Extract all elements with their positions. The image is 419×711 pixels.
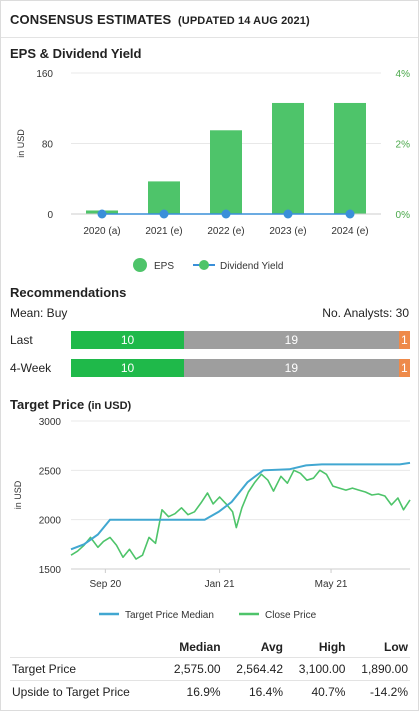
eps-bar [334,102,366,214]
x-tick-label: May 21 [315,579,348,590]
table-cell: 40.7% [285,680,348,703]
dividend-yield-point [345,209,355,219]
table-header [10,637,160,658]
eps-bar [272,102,304,214]
y-tick-label: 3000 [39,417,62,428]
legend-dividend-marker [199,260,209,270]
target-median-line [70,461,411,551]
y-tick-label: 80 [42,140,54,151]
target-price-chart: 1500 2000 2500 3000 in USD Sep 20 Jan 21 May 21… [13,417,411,621]
x-tick-label: 2022 (e) [207,226,244,237]
dividend-yield-point [159,209,169,219]
rec-bar-last: 10 19 1 [71,331,410,349]
y2-tick-label: 2% [396,140,411,151]
legend-eps-marker [133,258,147,272]
close-price-line [70,469,411,560]
eps-dividend-chart: 0 80 160 0% 2% 4% in USD 2020 (a) 2021 (e) 2022 (… [16,69,411,272]
dividend-yield-point [221,209,231,219]
y-tick-label: 1500 [39,565,62,576]
x-tick-label: 2021 (e) [145,226,182,237]
panel-header: CONSENSUS ESTIMATES (UPDATED 14 AUG 2021… [1,1,418,38]
buy-segment: 10 [71,331,184,349]
x-tick-label: Jan 21 [205,579,235,590]
x-tick-label: 2023 (e) [269,226,306,237]
buy-segment: 10 [71,359,184,377]
dividend-yield-point [97,209,107,219]
table-header: Low [384,640,408,654]
table-header-row: Median Avg High Low [10,637,410,658]
table-header: Avg [260,640,284,654]
row-label: Target Price [10,657,161,681]
rec-row-label-last: Last [10,333,33,347]
table-cell: 2,564.42 [222,657,286,681]
table-row: Target Price 2,575.00 2,564.42 3,100.00 … [10,657,410,681]
y2-tick-label: 4% [396,69,411,80]
eps-bar [210,130,242,214]
dividend-yield-point [283,209,293,219]
table-cell: 16.4% [222,680,286,703]
hold-segment: 19 [184,331,399,349]
y2-tick-label: 0% [396,210,411,221]
row-label: Upside to Target Price [10,680,161,703]
table-cell: 3,100.00 [285,657,348,681]
y-axis-label: in USD [16,129,26,158]
legend-eps-label: EPS [154,261,174,272]
recommendations-mean: Mean: Buy [10,306,68,320]
table-header: Median [179,640,221,654]
table-cell: -14.2% [347,680,410,703]
eps-bar [148,181,180,214]
analyst-count: No. Analysts: 30 [322,306,409,320]
table-row: Upside to Target Price 16.9% 16.4% 40.7%… [10,680,410,703]
legend-close-label: Close Price [265,610,317,621]
legend-dividend-label: Dividend Yield [220,261,283,272]
y-axis-label: in USD [13,480,23,509]
y-tick-label: 2000 [39,516,62,527]
x-tick-label: 2020 (a) [83,226,120,237]
table-cell: 16.9% [160,680,223,703]
rec-row-label-4week: 4-Week [10,361,52,375]
table-cell: 2,575.00 [160,657,223,681]
legend-median-label: Target Price Median [125,610,214,621]
updated-date: (UPDATED 14 AUG 2021) [178,15,310,27]
target-price-unit: (in USD) [87,400,132,412]
target-price-title: Target Price (in USD) [10,397,131,412]
table-cell: 1,890.00 [347,657,410,681]
panel-title-text: CONSENSUS ESTIMATES [10,12,172,27]
rec-bar-4week: 10 19 1 [71,359,410,377]
y-tick-label: 2500 [39,466,62,477]
hold-segment: 19 [184,359,399,377]
target-price-title-text: Target Price [10,397,85,412]
panel-title: CONSENSUS ESTIMATES (UPDATED 14 AUG 2021… [10,12,310,27]
eps-section-title: EPS & Dividend Yield [10,46,142,61]
recommendations-title: Recommendations [10,285,127,300]
y-tick-label: 0 [47,210,53,221]
sell-segment: 1 [398,331,410,349]
target-price-table: Median Avg High Low Target Price 2,575.0… [10,637,410,703]
y-tick-label: 160 [36,69,53,80]
x-tick-label: 2024 (e) [331,226,368,237]
sell-segment: 1 [398,359,410,377]
x-tick-label: Sep 20 [90,579,122,590]
table-header: High [318,640,346,654]
